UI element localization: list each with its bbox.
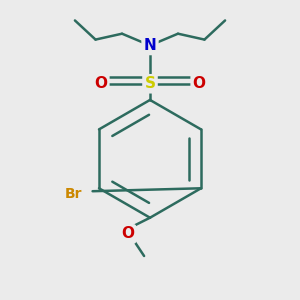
Text: S: S <box>145 76 155 91</box>
Text: O: O <box>121 226 134 242</box>
Text: N: N <box>144 38 156 53</box>
Text: O: O <box>193 76 206 91</box>
Text: Br: Br <box>65 187 82 201</box>
Text: O: O <box>94 76 107 91</box>
